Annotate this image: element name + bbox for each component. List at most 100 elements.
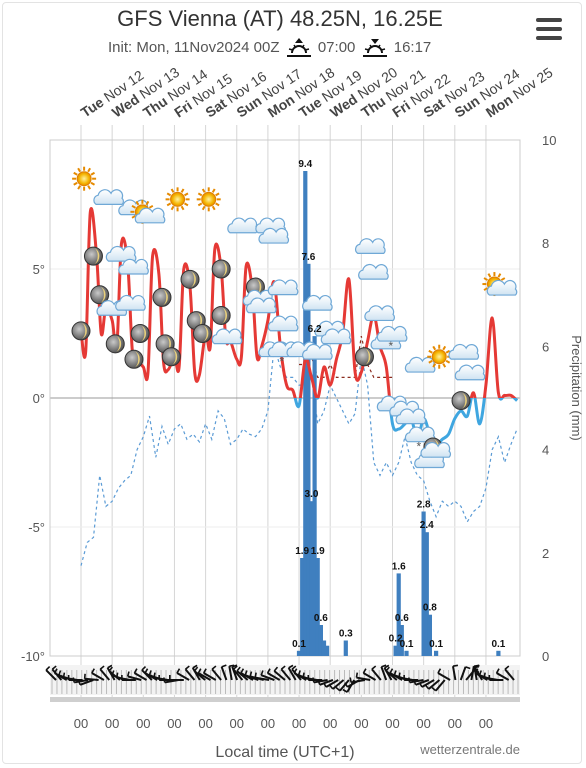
wind-barb-icon xyxy=(236,666,249,681)
wind-barb-icon xyxy=(176,668,190,681)
precip-label: 0.1 xyxy=(491,639,505,650)
menu-icon[interactable] xyxy=(536,18,562,40)
wind-barbs xyxy=(45,664,520,702)
cloud-icon xyxy=(105,245,137,262)
cloud-icon xyxy=(364,305,395,322)
svg-text:*: * xyxy=(417,440,422,454)
moon-icon xyxy=(180,269,200,289)
cloud-icon xyxy=(258,227,290,244)
wind-barb-icon xyxy=(45,665,57,681)
precip-bar xyxy=(399,625,404,656)
moon-icon xyxy=(211,305,231,325)
sunset-icon xyxy=(362,39,387,57)
wind-barb-icon xyxy=(307,675,323,681)
chart-subtitle: Init: Mon, 11Nov2024 00Z 07:00 16:17 xyxy=(108,37,431,59)
sun-icon xyxy=(196,187,221,212)
wind-barb-icon xyxy=(424,679,441,690)
wind-barb-icon xyxy=(380,664,388,681)
y-left-tick: 0° xyxy=(33,391,45,406)
day-date: Nov 25 xyxy=(510,64,556,102)
cloud-icon xyxy=(454,364,486,381)
precip-bar xyxy=(424,532,429,656)
y-right-tick: 0 xyxy=(542,649,549,664)
wind-barb-icon xyxy=(232,665,244,681)
moon-icon xyxy=(211,259,231,279)
y-right-tick: 8 xyxy=(542,236,549,251)
cloud-icon xyxy=(404,356,436,373)
precip-bars xyxy=(296,171,501,656)
precip-label: 2.4 xyxy=(420,520,434,531)
wind-barb-icon xyxy=(273,666,286,681)
y-right-tick: 10 xyxy=(542,133,556,148)
wind-barb-icon xyxy=(220,664,228,681)
cloud-icon xyxy=(267,279,299,296)
moon-icon xyxy=(192,324,212,343)
wind-barb-icon xyxy=(67,675,83,681)
precip-bar xyxy=(434,650,439,656)
cloud-icon xyxy=(354,238,386,254)
wind-barb-icon xyxy=(431,679,446,692)
y-left-tick: -5° xyxy=(28,520,45,535)
wind-barb-icon xyxy=(106,664,116,681)
precip-label: 0.1 xyxy=(292,639,306,650)
precip-label: 0.1 xyxy=(429,639,443,650)
moon-icon xyxy=(124,349,144,369)
axes: 5° 0° -5° -10° 10 8 6 4 2 0 Precipitation (mm) xyxy=(21,133,584,664)
svg-text:*: * xyxy=(279,355,284,369)
wind-barb-icon xyxy=(211,665,222,681)
y-right-tick: 6 xyxy=(542,339,549,354)
precip-label: 0.6 xyxy=(314,613,328,624)
precip-bar xyxy=(427,614,432,656)
cloud-icon xyxy=(395,408,427,425)
y-right-tick: 4 xyxy=(542,443,549,458)
wind-barb-icon xyxy=(228,664,235,681)
precip-bar xyxy=(318,625,323,656)
sun-icon xyxy=(72,166,97,191)
wind-barb-icon xyxy=(312,677,328,684)
y-left-tick: 5° xyxy=(33,262,45,277)
wind-barb-icon xyxy=(362,668,377,681)
wind-barb-icon xyxy=(418,679,435,688)
credit: wetterzentrale.de xyxy=(419,742,520,757)
x-tick: 00 xyxy=(448,716,462,731)
precip-label: 0.2 xyxy=(389,634,403,645)
wind-barb-icon xyxy=(72,677,89,684)
weather-symbols: * * * xyxy=(71,166,518,469)
cloud-icon xyxy=(211,328,243,345)
precip-bar xyxy=(393,645,398,656)
wind-barb-icon xyxy=(184,665,196,681)
scrollbar-track xyxy=(50,697,520,702)
precip-bar xyxy=(421,511,426,656)
y-left-tick: -10° xyxy=(21,649,45,664)
wind-barb-icon xyxy=(121,675,136,681)
wind-barb-icon xyxy=(202,668,217,681)
wind-barb-icon xyxy=(322,679,339,688)
svg-text:*: * xyxy=(389,339,394,353)
x-tick: 00 xyxy=(105,716,119,731)
precip-bar xyxy=(404,650,409,656)
wind-barb-icon xyxy=(133,668,148,681)
wind-barb-icon xyxy=(280,665,292,681)
x-axis-label: Local time (UTC+1) xyxy=(215,744,354,761)
y-right-label: Precipitation (mm) xyxy=(569,335,584,440)
x-tick: 00 xyxy=(292,716,306,731)
plot-area xyxy=(49,139,521,657)
precip-bar xyxy=(396,573,401,656)
x-tick: 00 xyxy=(136,716,150,731)
precip-label: 0.1 xyxy=(400,639,414,650)
partly-cloudy-icon xyxy=(130,199,166,224)
wind-barb-icon xyxy=(495,668,510,681)
cloud-icon xyxy=(227,217,258,234)
cloud-icon xyxy=(320,328,352,345)
wind-barb-icon xyxy=(335,679,350,692)
snow-icon: * xyxy=(404,426,436,454)
precip-bar xyxy=(306,263,311,656)
wind-barb-icon xyxy=(371,665,382,681)
wind-barb-icon xyxy=(459,666,471,681)
precip-bar xyxy=(325,645,330,656)
x-tick: 00 xyxy=(74,716,88,731)
x-tick: 00 xyxy=(385,716,399,731)
precip-label: 6.2 xyxy=(308,324,322,335)
